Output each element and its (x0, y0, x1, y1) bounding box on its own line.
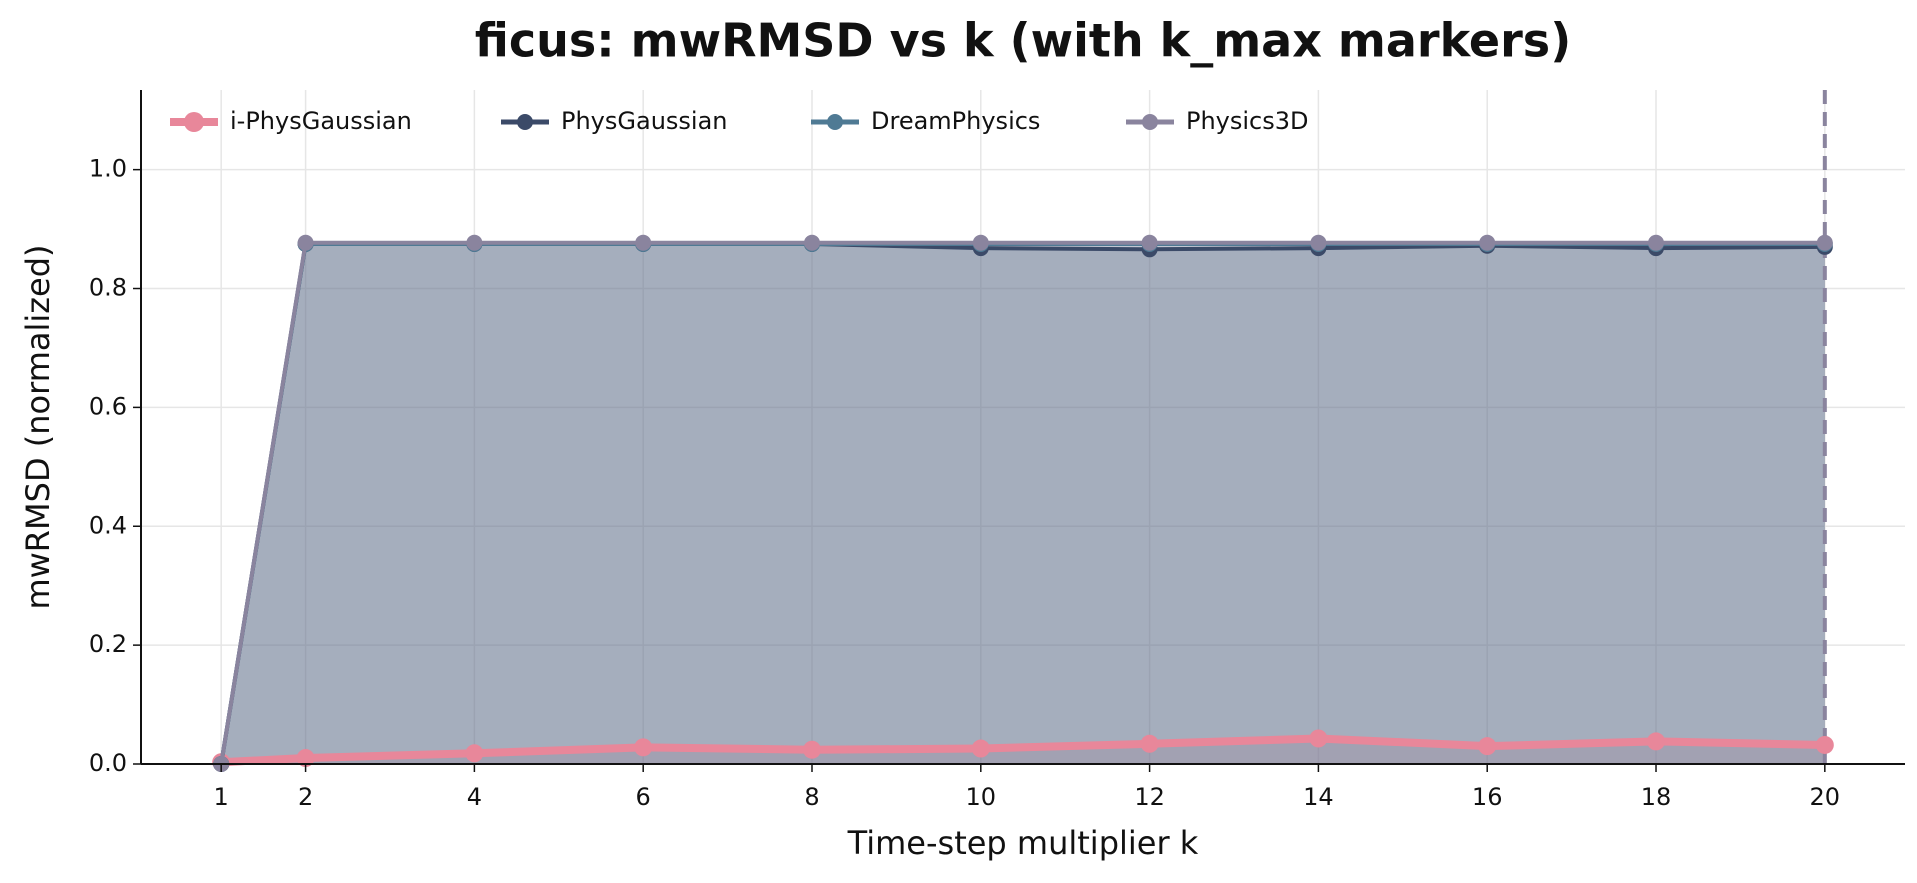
data-point (635, 234, 652, 251)
x-axis-label: Time-step multiplier k (847, 824, 1199, 862)
x-tick-label: 20 (1810, 783, 1841, 811)
data-point (1309, 729, 1328, 748)
y-tick-label: 1.0 (89, 155, 127, 183)
data-point (802, 740, 821, 759)
data-point (971, 739, 990, 758)
legend-label: DreamPhysics (871, 107, 1040, 135)
x-tick-label: 10 (966, 783, 997, 811)
x-tick-label: 8 (804, 783, 819, 811)
chart-title: ficus: mwRMSD vs k (with k_max markers) (475, 14, 1571, 68)
legend-marker (1142, 114, 1158, 130)
x-tick-label: 2 (298, 783, 313, 811)
x-tick-label: 12 (1134, 783, 1165, 811)
data-point (972, 234, 989, 251)
x-tick-label: 18 (1641, 783, 1672, 811)
y-tick-label: 0.0 (89, 749, 127, 777)
axes: 1 2 4 6 8 10 12 14 16 18 200.00.20.40.60.81.0 (89, 90, 1905, 811)
data-point (466, 234, 483, 251)
area-fill (221, 243, 1825, 764)
y-tick-label: 0.2 (89, 630, 127, 658)
data-point (803, 234, 820, 251)
x-tick-label: 6 (636, 783, 651, 811)
x-tick-label: 4 (467, 783, 482, 811)
data-point (634, 738, 653, 757)
legend-marker (517, 114, 533, 130)
y-tick-label: 0.8 (89, 274, 127, 302)
area-fill (221, 243, 1825, 764)
data-point (1478, 737, 1497, 756)
x-tick-label: 16 (1472, 783, 1503, 811)
legend: i-PhysGaussian PhysGaussian DreamPhysics Ph… (170, 107, 1309, 135)
x-tick-label: 1 (214, 783, 229, 811)
legend-marker (827, 114, 843, 130)
data-point (1647, 732, 1666, 751)
data-point (465, 744, 484, 763)
x-tick-label: 14 (1303, 783, 1334, 811)
data-point (1648, 234, 1665, 251)
data-point (1140, 734, 1159, 753)
legend-label: PhysGaussian (561, 107, 728, 135)
y-tick-label: 0.4 (89, 511, 127, 539)
data-point (1310, 234, 1327, 251)
area-fill (221, 242, 1825, 764)
data-point (1816, 234, 1833, 251)
plot-area (212, 90, 1834, 772)
data-point (1479, 234, 1496, 251)
y-tick-label: 0.6 (89, 392, 127, 420)
y-axis-label: mwRMSD (normalized) (19, 244, 57, 609)
legend-label: Physics3D (1186, 107, 1309, 135)
data-point (1141, 234, 1158, 251)
data-point (296, 749, 315, 768)
legend-marker (184, 112, 204, 132)
legend-label: i-PhysGaussian (230, 107, 412, 135)
data-point (1815, 735, 1834, 754)
data-point (297, 234, 314, 251)
